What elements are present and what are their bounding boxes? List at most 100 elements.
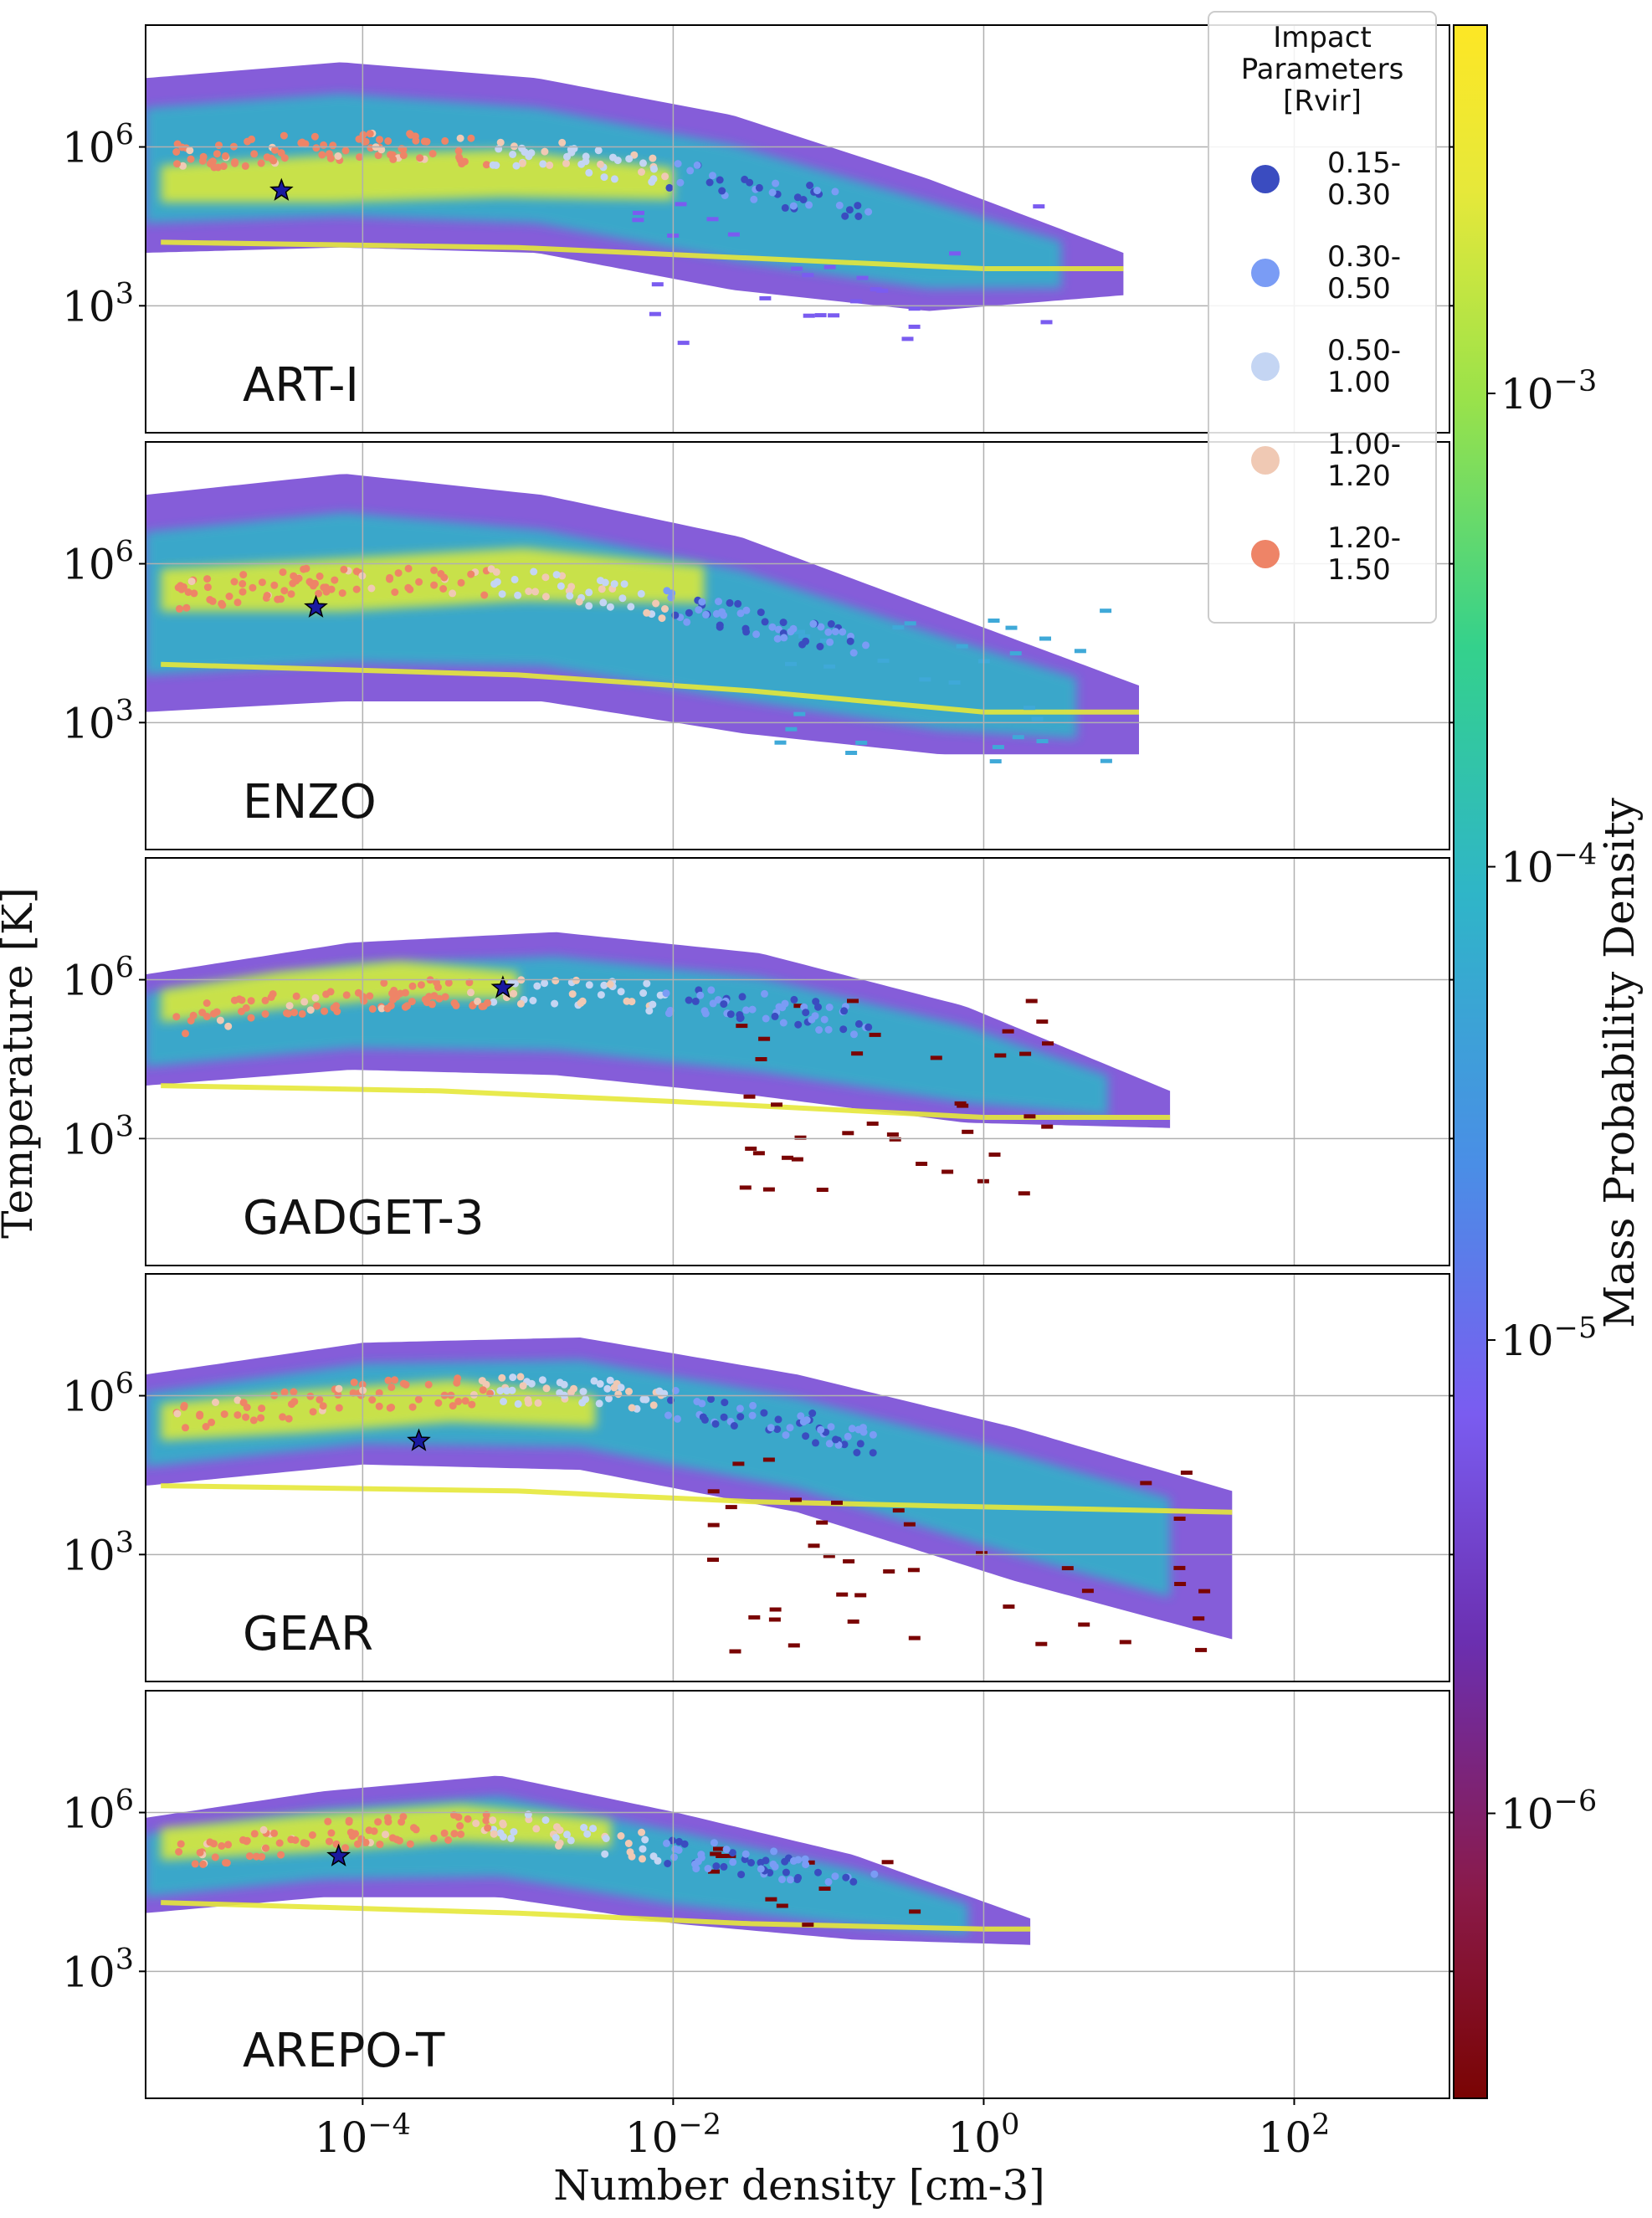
sightline-point [809, 619, 818, 628]
histogram-cell [892, 625, 905, 630]
panel-gear: 103 106 GEAR [62, 1273, 1456, 1682]
sightline-point [811, 1012, 819, 1020]
sightline-point [600, 173, 608, 182]
legend-marker [1251, 540, 1280, 568]
sightline-point [457, 1830, 465, 1838]
sightline-point [469, 1002, 477, 1010]
sightline-point [509, 151, 517, 158]
sightline-point [789, 202, 798, 210]
sightline-point [509, 1373, 517, 1382]
sightline-point [461, 1397, 469, 1405]
sightline-point [704, 1865, 712, 1872]
colorbar-gradient [1453, 24, 1488, 2099]
sightline-point [450, 1830, 459, 1838]
sightline-point [668, 1836, 676, 1845]
x-tick-label: 100 [947, 2108, 1019, 2162]
sightline-point [233, 1396, 242, 1404]
sightline-point [577, 999, 585, 1007]
sightline-point [271, 146, 279, 154]
sightline-point [645, 1007, 654, 1015]
panel-label: ENZO [243, 775, 377, 829]
gridlines [146, 1274, 1449, 1681]
sightline-point [335, 1404, 343, 1412]
sightline-point [760, 1409, 768, 1417]
sightline-point [388, 989, 396, 998]
sightline-point [799, 1418, 808, 1426]
histogram-cell [732, 1461, 745, 1466]
sightline-point [752, 630, 761, 639]
histogram-cell [814, 313, 827, 318]
legend-entry-label: 0.15- [1327, 146, 1401, 180]
sightline-point [259, 1825, 268, 1834]
sightline-point [827, 620, 835, 628]
sightline-point [387, 151, 394, 159]
sightline-point [568, 990, 577, 999]
histogram-cell [907, 1568, 920, 1573]
sightline-point [563, 1830, 571, 1839]
sightline-point [676, 178, 685, 187]
sightline-point [782, 1431, 790, 1440]
y-tick-label: 103 [62, 277, 134, 331]
sightline-point [831, 1872, 839, 1881]
sightline-point [376, 136, 383, 144]
histogram-cell [847, 1619, 859, 1624]
sightline-point [233, 1411, 242, 1420]
sightline-point [360, 997, 368, 1005]
sightline-point [221, 151, 229, 160]
histogram-cell [949, 251, 961, 256]
sightline-point [755, 183, 763, 192]
sightline-point [277, 149, 285, 157]
panel-gadget-3: 103 106 GADGET-3 [62, 857, 1456, 1266]
histogram-cell [816, 1188, 829, 1192]
sightline-point [542, 1384, 551, 1393]
sightline-point [394, 569, 403, 578]
sightline-point [718, 187, 726, 195]
sightline-point [541, 1816, 550, 1825]
histogram-cell [677, 341, 690, 346]
sightline-point [736, 1014, 744, 1023]
sightline-point [786, 1424, 794, 1432]
sightline-point [839, 628, 847, 636]
sightline-point [770, 1847, 778, 1856]
histogram-cell [785, 661, 797, 666]
sightline-point [297, 139, 305, 147]
sightline-point [212, 1399, 219, 1406]
sightline-point [637, 589, 645, 598]
histogram-cell [1031, 716, 1044, 721]
sightline-point [827, 1423, 835, 1431]
sightline-point [202, 1423, 210, 1430]
sightline-point [498, 590, 506, 598]
panels-group: 103106ART-I103106ENZO103106GADGET-310310… [62, 24, 1456, 2162]
sightline-point [626, 1848, 634, 1856]
galaxy-star-marker [269, 177, 294, 201]
histogram-cell [831, 1500, 843, 1505]
sightline-point [173, 1409, 182, 1418]
sightline-point [203, 575, 212, 583]
sightline-point [440, 573, 449, 582]
histogram-cell [901, 336, 914, 341]
histogram-cell [818, 1887, 831, 1891]
sightline-point [643, 608, 651, 617]
panel-label: GEAR [243, 1607, 373, 1661]
histogram-cell [794, 1135, 807, 1140]
sightline-point [617, 1832, 625, 1840]
sightline-point [412, 136, 420, 145]
histogram-cell [988, 619, 1000, 623]
sightline-point [610, 580, 618, 588]
sightline-point [841, 212, 849, 220]
sightline-point [338, 589, 346, 598]
y-tick-label: 106 [62, 536, 134, 589]
sightline-point [726, 598, 734, 607]
sightline-point [187, 155, 195, 163]
histogram-cell [954, 1101, 967, 1106]
sightline-point [625, 1388, 633, 1395]
histogram-cell [793, 711, 806, 716]
sightline-point [434, 1399, 443, 1407]
sightline-point [726, 1010, 735, 1019]
sightline-point [780, 634, 788, 642]
sightline-point [241, 162, 249, 170]
sightline-point [429, 1834, 438, 1842]
sightline-point [441, 993, 449, 1001]
sightline-point [345, 1818, 353, 1826]
histogram-cell [758, 1036, 771, 1041]
